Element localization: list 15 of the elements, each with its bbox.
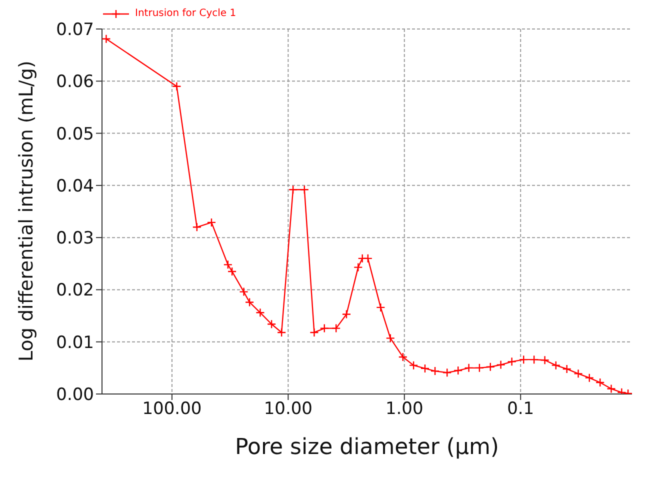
y-tick-label: 0.07	[56, 20, 94, 40]
y-tick-label: 0.03	[56, 228, 94, 249]
y-tick-label: 0.01	[56, 332, 94, 353]
x-tick-label: 1.00	[385, 399, 424, 420]
y-tick-label: 0.06	[56, 72, 94, 92]
x-tick-label: 0.1	[507, 399, 534, 420]
legend-label: Intrusion for Cycle 1	[135, 8, 236, 19]
y-tick-label: 0.04	[56, 176, 94, 196]
y-tick-label: 0.00	[56, 385, 94, 406]
y-tick-label: 0.05	[56, 124, 94, 144]
y-tick-label: 0.02	[56, 280, 94, 301]
x-axis-title: Pore size diameter (μm)	[235, 435, 499, 460]
y-axis-title: Log differential intrusion (mL/g)	[16, 60, 38, 362]
x-tick-label: 100.00	[142, 399, 202, 420]
x-tick-label: 10.00	[264, 399, 313, 420]
